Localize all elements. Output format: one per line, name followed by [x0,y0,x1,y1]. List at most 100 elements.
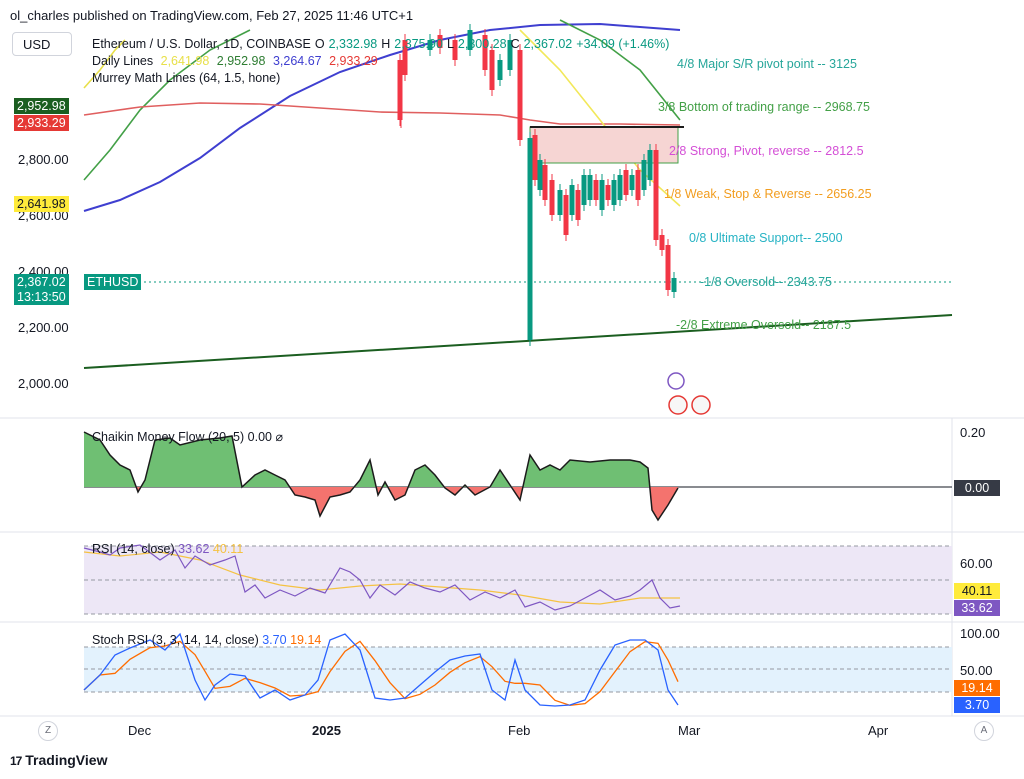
daily-lines-legend: Daily Lines 2,641.98 2,952.98 3,264.67 2… [92,54,382,68]
eye-icon[interactable]: ⌀ [275,430,283,444]
candle-body [542,165,548,200]
ma-line-yellow-right [519,29,681,207]
candle-body [537,160,543,190]
close-value: 2,367.02 [523,37,573,51]
cmf-zero-tag: 0.00 [954,480,1000,496]
candle-body [427,40,433,50]
symbol-tag: ETHUSD [84,274,142,290]
candle-body [653,150,659,240]
ma-line-red [83,102,681,126]
ma-line-yellow-left [83,39,126,89]
stoch-k-value: 3.70 [262,633,287,647]
high-label: H [381,37,391,51]
cmf-area-positive [84,432,678,487]
price-tag-green-line: 2,952.98 [14,98,69,114]
time-label-feb: Feb [508,723,531,738]
cmf-tick-top: 0.20 [960,425,986,440]
daily-line-4-value: 2,933.29 [329,54,378,68]
candle-body [557,190,563,215]
candle-body [671,278,677,292]
time-label-2025: 2025 [312,723,341,738]
tradingview-logo-icon: 17 [10,754,22,768]
stoch-legend: Stoch RSI (3, 3, 14, 14, close) 3.70 19.… [92,633,321,647]
candle-body [587,175,593,200]
price-tag-timer: 13:13:50 [14,289,69,305]
candle-body [467,30,473,50]
event-icon-flash [667,372,685,390]
candle-body [641,160,647,190]
daily-lines-label: Daily Lines [92,54,154,68]
candle-body [617,175,623,200]
stoch-k-line [83,632,679,707]
ma-line-blue [83,22,681,212]
rsi-label: RSI (14, close) [92,542,175,556]
candle-body [507,40,513,70]
cmf-value: 0.00 [247,430,272,444]
price-tag-red-line: 2,933.29 [14,115,69,131]
auto-scale-button[interactable]: A [974,721,994,741]
price-tick-2200: 2,200.00 [18,320,69,335]
rsi-line [83,544,681,611]
murrey-legend: Murrey Math Lines (64, 1.5, hone) [92,71,281,85]
candle-body [647,150,653,180]
publisher-line: ol_charles published on TradingView.com,… [10,8,414,23]
mm-label-3-8: 3/8 Bottom of trading range -- 2968.75 [658,100,870,114]
candle-body [402,40,408,75]
price-tag-last: 2,367.02 [14,274,69,290]
open-value: 2,332.98 [328,37,378,51]
tradingview-logo-text: TradingView [25,752,108,768]
cmf-legend: Chaikin Money Flow (20, 5) 0.00 ⌀ [92,429,283,444]
candle-body [532,135,538,180]
candle-body [517,50,523,140]
symbol-name: Ethereum / U.S. Dollar, 1D, COINBASE [92,37,311,51]
trendline [83,314,953,369]
stoch-k-tag: 3.70 [954,697,1000,713]
stoch-label: Stoch RSI (3, 3, 14, 14, close) [92,633,259,647]
price-tick-2000: 2,000.00 [18,376,69,391]
candle-body [659,235,665,250]
candle-body [581,175,587,205]
time-label-apr: Apr [868,723,889,738]
candle-body [575,190,581,220]
zoom-button[interactable]: Z [38,721,58,741]
mm-label-2-8: 2/8 Strong, Pivot, reverse -- 2812.5 [669,144,864,158]
rsi-ma-value: 40.11 [212,542,244,556]
high-value: 2,375.90 [394,37,443,51]
rsi-ma-tag: 40.11 [954,583,1000,599]
event-icon-flag-1 [668,395,688,415]
cmf-label: Chaikin Money Flow (20, 5) [92,430,245,444]
candle-body [569,185,575,215]
candle-body [611,180,617,205]
candle-body [605,185,611,200]
candle-body [549,180,555,215]
candle-body [623,170,629,195]
candle-body [397,60,403,120]
candle-body [482,35,488,70]
event-icon-flag-2 [691,395,711,415]
ma-line-green-right [559,19,681,121]
tradingview-logo[interactable]: 17 TradingView [10,752,107,768]
low-value: 2,300.28 [457,37,507,51]
cmf-line [83,431,679,522]
candle-body [452,40,458,60]
daily-line-3-value: 3,264.67 [272,54,322,68]
rsi-tag: 33.62 [954,600,1000,616]
daily-line-2-value: 2,952.98 [216,54,266,68]
change-value: +34.09 (+1.46%) [576,37,670,51]
stoch-tick-100: 100.00 [960,626,1000,641]
ma-line-green-left [83,29,251,181]
symbol-legend: Ethereum / U.S. Dollar, 1D, COINBASE O 2,3… [92,37,673,51]
candle-body [563,195,569,235]
candle-body [599,180,605,210]
currency-button[interactable]: USD [12,32,72,56]
stoch-d-line [83,640,679,706]
daily-line-1-value: 2,641.98 [160,54,210,68]
rsi-value: 33.62 [178,542,210,556]
candle-body [629,175,635,190]
stoch-tick-50: 50.00 [960,663,993,678]
mm-label-0-8: 0/8 Ultimate Support-- 2500 [689,231,843,245]
time-label-mar: Mar [678,723,701,738]
price-tick-2800: 2,800.00 [18,152,69,167]
mm-label-4-8: 4/8 Major S/R pivot point -- 3125 [677,57,857,71]
